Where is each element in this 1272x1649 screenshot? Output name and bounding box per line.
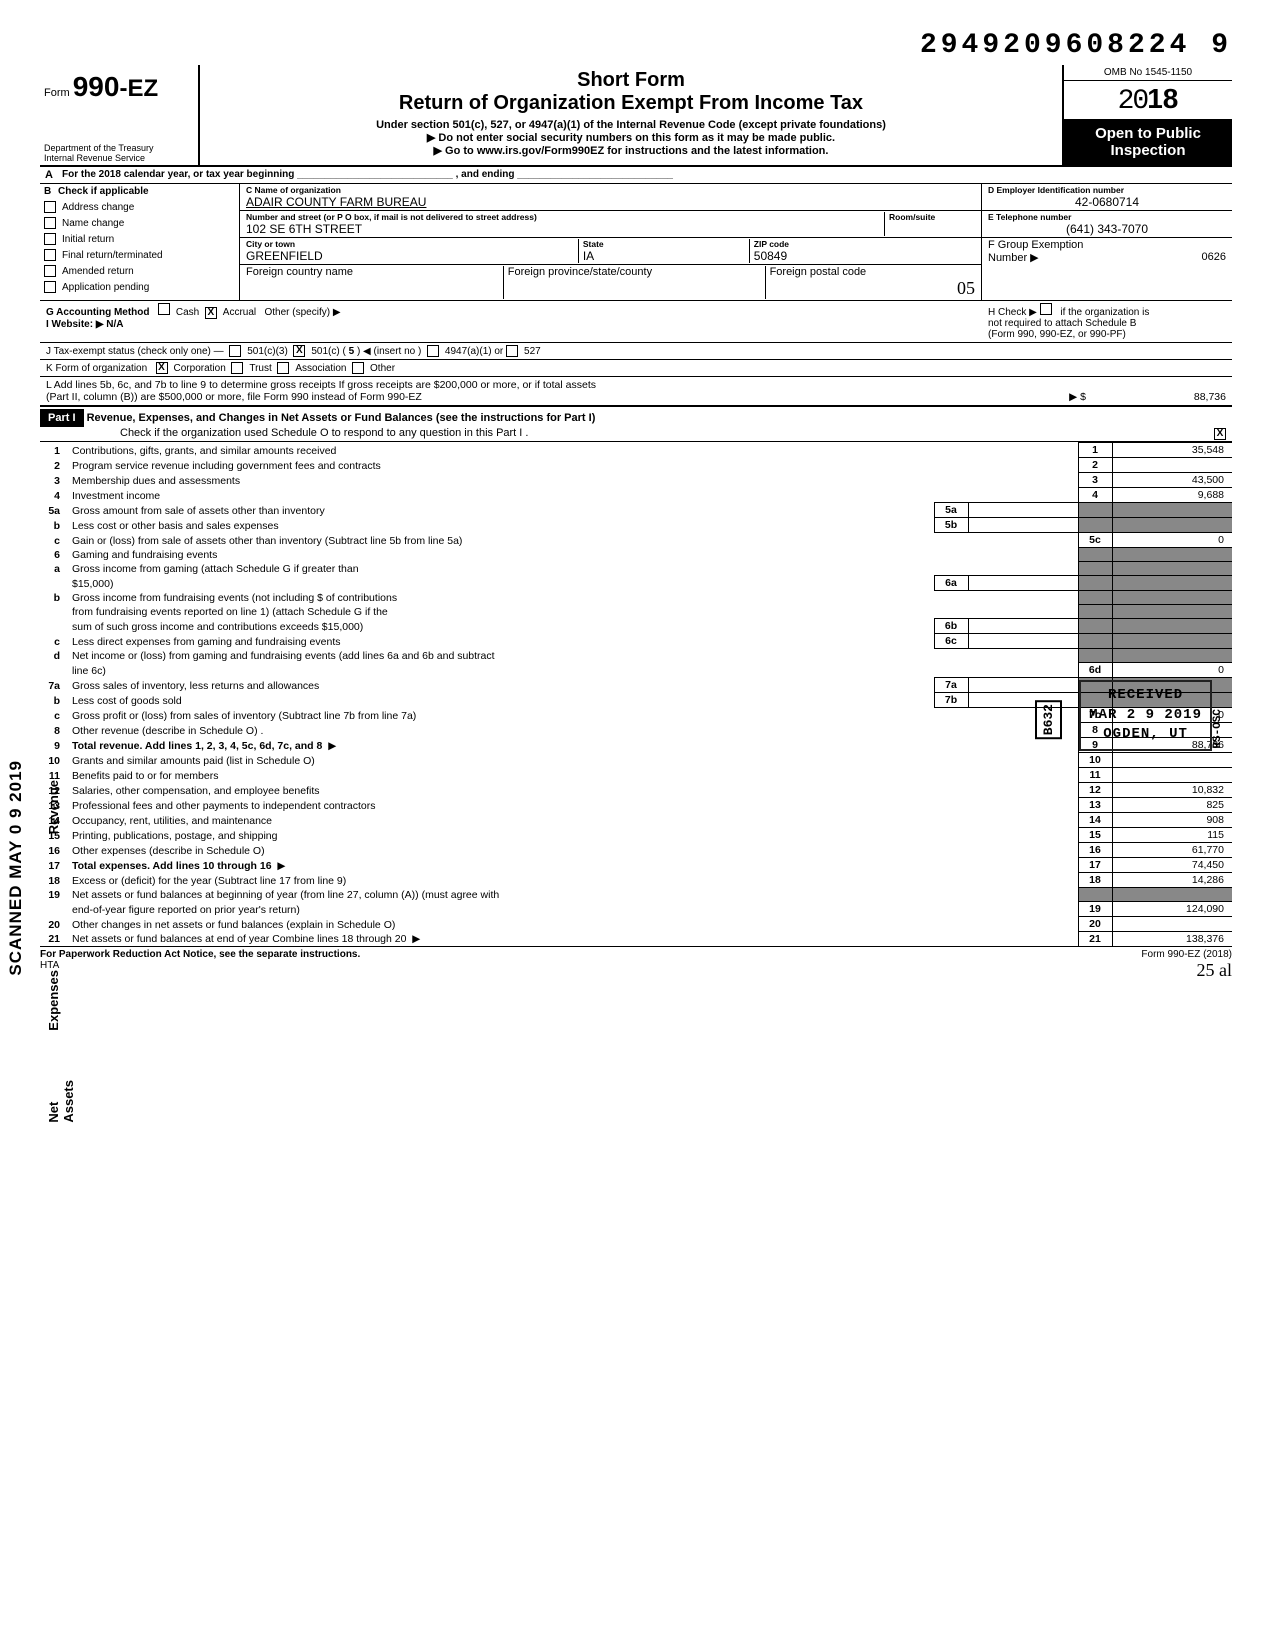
line-5c: cGain or (loss) from sale of assets othe… xyxy=(40,533,1232,548)
line-b: bGross income from fundraising events (n… xyxy=(40,591,1232,605)
line-cont: from fundraising events reported on line… xyxy=(40,605,1232,619)
entity-block: BCheck if applicable Address changeName … xyxy=(40,184,1232,301)
line-h: H Check ▶ if the organization is not req… xyxy=(982,301,1232,342)
addr-value: 102 SE 6TH STREET xyxy=(246,222,884,236)
line-1: 1Contributions, gifts, grants, and simil… xyxy=(40,443,1232,458)
line-11: 11Benefits paid to or for members11 xyxy=(40,768,1232,783)
org-name-value: ADAIR COUNTY FARM BUREAU xyxy=(246,195,975,209)
group-exemption-value: 0626 xyxy=(1202,251,1226,263)
gross-receipts-value: 88,736 xyxy=(1086,391,1226,403)
dept-line1: Department of the Treasury xyxy=(44,143,190,153)
check-if-applicable: Check if applicable xyxy=(58,186,149,197)
line-d: dNet income or (loss) from gaming and fu… xyxy=(40,649,1232,663)
line-7a: 7aGross sales of inventory, less returns… xyxy=(40,678,1232,693)
side-label-revenue: Revenue xyxy=(46,780,61,834)
line-17: 17Total expenses. Add lines 10 through 1… xyxy=(40,858,1232,873)
501c-checkbox[interactable] xyxy=(293,345,305,357)
checkbox-final-return-terminated[interactable]: Final return/terminated xyxy=(40,247,239,263)
checkbox-name-change[interactable]: Name change xyxy=(40,215,239,231)
header-sub1: Under section 501(c), 527, or 4947(a)(1)… xyxy=(208,119,1054,131)
line-2: 2Program service revenue including gover… xyxy=(40,458,1232,473)
stamp-date: MAR 2 9 2019 xyxy=(1089,706,1202,726)
schedule-b-checkbox[interactable] xyxy=(1040,303,1052,315)
ein-value: 42-0680714 xyxy=(988,195,1226,209)
line-21: 21Net assets or fund balances at end of … xyxy=(40,932,1232,947)
part-1-table: 1Contributions, gifts, grants, and simil… xyxy=(40,442,1232,946)
line-j: J Tax-exempt status (check only one) — 5… xyxy=(40,343,1232,360)
line-19: 19Net assets or fund balances at beginni… xyxy=(40,888,1232,902)
open-to-public: Open to Public Inspection xyxy=(1064,120,1232,165)
line-5b: bLess cost or other basis and sales expe… xyxy=(40,518,1232,533)
zip-value: 50849 xyxy=(754,249,975,263)
line-9: 9Total revenue. Add lines 1, 2, 3, 4, 5c… xyxy=(40,738,1232,753)
checkbox-address-change[interactable]: Address change xyxy=(40,199,239,215)
dln-number: 2949209608224 9 xyxy=(920,30,1232,61)
line-12: 12Salaries, other compensation, and empl… xyxy=(40,783,1232,798)
schedule-o-checkbox[interactable] xyxy=(1214,428,1226,440)
line-16: 16Other expenses (describe in Schedule O… xyxy=(40,843,1232,858)
line-6c: cLess direct expenses from gaming and fu… xyxy=(40,634,1232,649)
line-4: 4Investment income49,688 xyxy=(40,488,1232,503)
line-6: 6Gaming and fundraising events xyxy=(40,548,1232,562)
line-5a: 5aGross amount from sale of assets other… xyxy=(40,503,1232,518)
line-14: 14Occupancy, rent, utilities, and mainte… xyxy=(40,813,1232,828)
scanned-stamp: SCANNED MAY 0 9 2019 xyxy=(6,760,26,976)
tax-year: 2018 xyxy=(1064,81,1232,120)
header-sub2: ▶ Do not enter social security numbers o… xyxy=(208,131,1054,144)
line-20: 20Other changes in net assets or fund ba… xyxy=(40,917,1232,932)
stamp-rs-osc: RS-OSC xyxy=(1204,705,1232,753)
line-18: 18Excess or (deficit) for the year (Subt… xyxy=(40,873,1232,888)
addr-label: Number and street (or P O box, if mail i… xyxy=(246,212,884,222)
line-10: 10Grants and similar amounts paid (list … xyxy=(40,753,1232,768)
part-1-header: Part I Revenue, Expenses, and Changes in… xyxy=(40,406,1232,442)
page-footer: For Paperwork Reduction Act Notice, see … xyxy=(40,946,1232,981)
form-title-long: Return of Organization Exempt From Incom… xyxy=(208,92,1054,115)
form-title-short: Short Form xyxy=(208,69,1054,92)
line-a: aGross income from gaming (attach Schedu… xyxy=(40,562,1232,576)
line-19: end-of-year figure reported on prior yea… xyxy=(40,902,1232,917)
line-6d: line 6c)6d0 xyxy=(40,663,1232,678)
line-l: L Add lines 5b, 6c, and 7b to line 9 to … xyxy=(40,377,1232,406)
side-label-netassets: Net Assets xyxy=(46,1080,76,1123)
received-stamp: RECEIVED MAR 2 9 2019 OGDEN, UT xyxy=(1079,680,1212,751)
foreign-postal-handwritten: 05 xyxy=(770,278,975,299)
checkbox-initial-return[interactable]: Initial return xyxy=(40,231,239,247)
omb-number: OMB No 1545-1150 xyxy=(1064,65,1232,81)
stamp-city: OGDEN, UT xyxy=(1089,725,1202,745)
line-6a: $15,000)6a xyxy=(40,576,1232,591)
line-13: 13Professional fees and other payments t… xyxy=(40,798,1232,813)
room-label: Room/suite xyxy=(889,212,975,222)
line-i: I Website: ▶ N/A xyxy=(46,319,124,330)
state-value: IA xyxy=(583,249,749,263)
telephone-value: (641) 343-7070 xyxy=(988,222,1226,236)
form-header: Form 990-EZ Department of the Treasury I… xyxy=(40,65,1232,167)
handwritten-note: 25 al xyxy=(1197,960,1233,980)
line-15: 15Printing, publications, postage, and s… xyxy=(40,828,1232,843)
line-g: G Accounting Method Cash Accrual Other (… xyxy=(40,301,982,342)
org-name-label: C Name of organization xyxy=(246,185,975,195)
stamp-received: RECEIVED xyxy=(1089,686,1202,706)
line-3: 3Membership dues and assessments343,500 xyxy=(40,473,1232,488)
accrual-checkbox[interactable] xyxy=(205,307,217,319)
checkbox-application-pending[interactable]: Application pending xyxy=(40,279,239,295)
dept-line2: Internal Revenue Service xyxy=(44,153,190,163)
stamp-b632: B632 xyxy=(1035,700,1062,739)
line-6b: sum of such gross income and contributio… xyxy=(40,619,1232,634)
line-k: K Form of organization Corporation Trust… xyxy=(40,360,1232,377)
form-number: Form 990-EZ xyxy=(44,71,190,103)
line-a: A For the 2018 calendar year, or tax yea… xyxy=(40,167,1232,184)
city-value: GREENFIELD xyxy=(246,249,578,263)
side-label-expenses: Expenses xyxy=(46,970,61,1031)
checkbox-amended-return[interactable]: Amended return xyxy=(40,263,239,279)
corporation-checkbox[interactable] xyxy=(156,362,168,374)
header-sub3: ▶ Go to www.irs.gov/Form990EZ for instru… xyxy=(208,144,1054,157)
